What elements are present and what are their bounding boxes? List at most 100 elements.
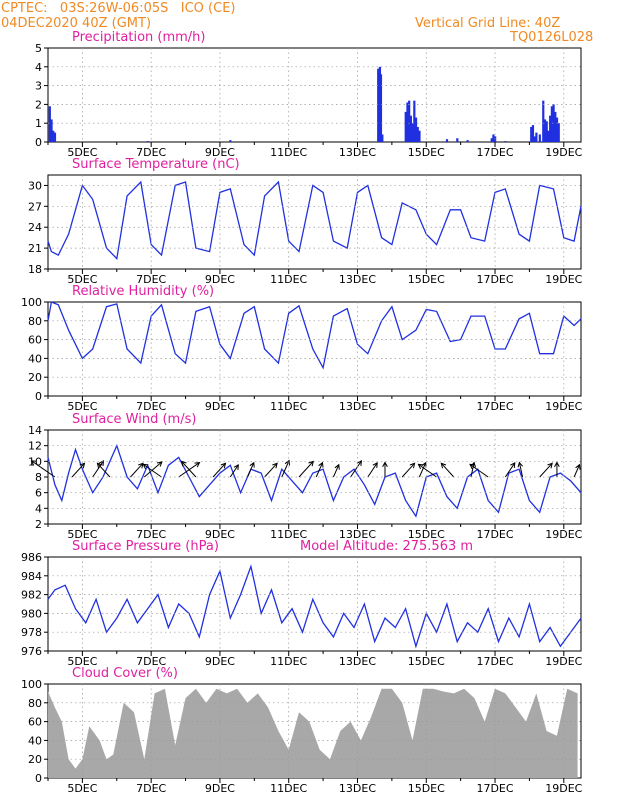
wind-vector bbox=[264, 462, 278, 478]
y-tick-label: 40 bbox=[28, 352, 42, 365]
cloud-cover-area bbox=[48, 688, 578, 778]
x-tick-label: 7DEC bbox=[136, 273, 166, 286]
x-tick-label: 13DEC bbox=[339, 273, 376, 286]
precip-bar bbox=[531, 125, 535, 142]
y-tick-label: 24 bbox=[28, 221, 42, 234]
y-tick-label: 6 bbox=[35, 487, 42, 500]
precip-bar bbox=[229, 140, 232, 142]
panel-4 bbox=[30, 429, 582, 529]
panel-title: Surface Temperature (nC) bbox=[72, 157, 240, 172]
x-tick-label: 7DEC bbox=[136, 528, 166, 541]
y-tick-label: 3 bbox=[35, 80, 42, 93]
x-tick-label: 15DEC bbox=[408, 400, 445, 413]
wind-arrowhead bbox=[372, 462, 378, 468]
x-tick-label: 7DEC bbox=[136, 655, 166, 668]
precip-bar bbox=[381, 134, 384, 142]
x-tick-label: 13DEC bbox=[339, 528, 376, 541]
x-tick-label: 19DEC bbox=[545, 528, 582, 541]
y-tick-label: 2 bbox=[35, 518, 42, 531]
precip-bar bbox=[53, 132, 57, 142]
x-tick-label: 17DEC bbox=[476, 655, 513, 668]
x-tick-label: 11DEC bbox=[270, 273, 307, 286]
x-tick-label: 15DEC bbox=[408, 782, 445, 795]
product-code-label: TQ0126L028 bbox=[510, 30, 594, 45]
plot-frame bbox=[47, 301, 582, 397]
wind-arrowhead bbox=[249, 461, 255, 468]
precip-bar bbox=[50, 119, 53, 142]
y-tick-label: 0 bbox=[35, 136, 42, 149]
y-tick-label: 2 bbox=[35, 98, 42, 111]
x-tick-label: 19DEC bbox=[545, 400, 582, 413]
precip-bar bbox=[554, 111, 557, 142]
wind-vector bbox=[418, 463, 437, 478]
precip-bar bbox=[504, 141, 507, 142]
wind-arrowhead bbox=[98, 460, 105, 466]
x-tick-label: 9DEC bbox=[205, 400, 235, 413]
chart-header: CPTEC: 03S:26W-06:05S ICO (CE) 04DEC2020… bbox=[0, 0, 618, 50]
x-tick-label: 11DEC bbox=[270, 528, 307, 541]
precip-bar bbox=[416, 126, 419, 142]
wind-vector bbox=[181, 461, 197, 478]
x-tick-label: 7DEC bbox=[136, 782, 166, 795]
x-tick-label: 15DEC bbox=[408, 528, 445, 541]
x-tick-label: 5DEC bbox=[67, 273, 97, 286]
precip-bar bbox=[52, 130, 55, 142]
precip-bar bbox=[411, 123, 414, 142]
wind-arrowhead bbox=[156, 461, 163, 467]
y-tick-label: 80 bbox=[28, 697, 42, 710]
wind-arrowhead bbox=[233, 464, 239, 470]
panel-title: Precipitation (mm/h) bbox=[72, 30, 205, 45]
wind-vector bbox=[418, 462, 427, 478]
wind-vector bbox=[367, 462, 378, 478]
x-tick-label: 17DEC bbox=[476, 400, 513, 413]
y-tick-label: 100 bbox=[21, 296, 42, 309]
run-datetime-label: 04DEC2020 40Z (GMT) bbox=[1, 16, 152, 31]
wind-vector bbox=[142, 463, 162, 478]
wind-vector bbox=[97, 462, 111, 478]
precip-bar bbox=[490, 138, 493, 142]
x-tick-label: 7DEC bbox=[136, 400, 166, 413]
wind-vector bbox=[130, 462, 144, 478]
x-tick-label: 5DEC bbox=[67, 528, 97, 541]
x-tick-label: 7DEC bbox=[136, 146, 166, 159]
wind-arrowhead bbox=[96, 462, 103, 469]
plot-frame bbox=[47, 174, 582, 270]
precip-bar bbox=[406, 102, 409, 142]
series-line bbox=[47, 443, 582, 518]
panel-5 bbox=[44, 556, 582, 656]
y-tick-label: 982 bbox=[21, 589, 42, 602]
x-tick-label: 9DEC bbox=[205, 782, 235, 795]
wind-arrowhead bbox=[356, 460, 362, 466]
panel-1 bbox=[44, 47, 582, 147]
series-line bbox=[47, 180, 582, 260]
y-tick-label: 986 bbox=[21, 551, 42, 564]
wind-vector bbox=[401, 462, 416, 478]
wind-vector bbox=[573, 464, 580, 478]
y-tick-label: 4 bbox=[35, 502, 42, 515]
wind-arrowhead bbox=[272, 462, 278, 469]
x-tick-label: 9DEC bbox=[205, 655, 235, 668]
x-tick-label: 11DEC bbox=[270, 655, 307, 668]
x-tick-label: 9DEC bbox=[205, 528, 235, 541]
wind-vector bbox=[350, 460, 362, 478]
wind-arrowhead bbox=[409, 462, 416, 469]
x-tick-label: 13DEC bbox=[339, 782, 376, 795]
x-tick-label: 19DEC bbox=[545, 273, 582, 286]
precip-bar bbox=[379, 74, 383, 142]
x-tick-label: 15DEC bbox=[408, 655, 445, 668]
grid-note-label: Vertical Grid Line: 40Z bbox=[415, 16, 561, 31]
wind-vector bbox=[31, 460, 56, 478]
wind-vector bbox=[143, 461, 163, 478]
y-tick-label: 0 bbox=[35, 390, 42, 403]
x-tick-label: 11DEC bbox=[270, 400, 307, 413]
panel-title: Cloud Cover (%) bbox=[72, 666, 178, 681]
wind-vector bbox=[469, 463, 489, 478]
precip-bar bbox=[48, 106, 51, 142]
x-tick-label: 13DEC bbox=[339, 655, 376, 668]
precip-bar bbox=[542, 100, 545, 142]
x-tick-label: 9DEC bbox=[205, 273, 235, 286]
x-tick-label: 15DEC bbox=[408, 146, 445, 159]
precip-bar bbox=[413, 100, 416, 142]
wind-vector bbox=[298, 461, 314, 478]
